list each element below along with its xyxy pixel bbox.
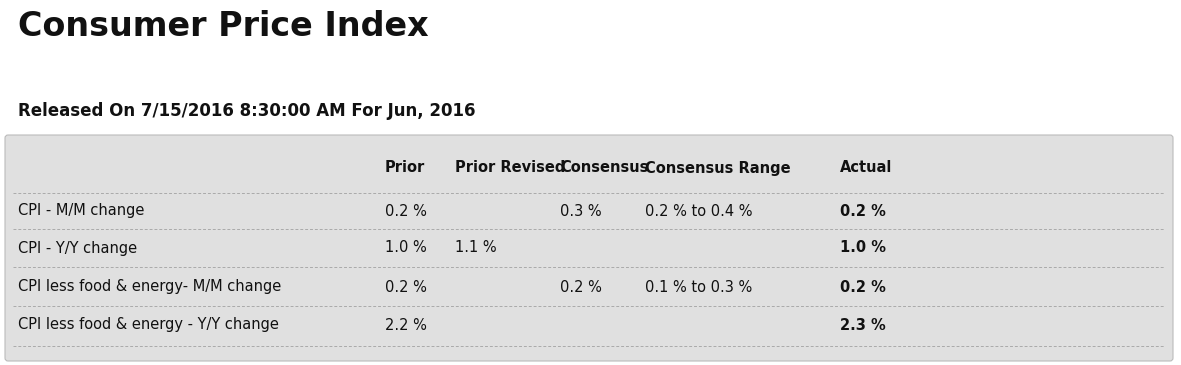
Text: 2.2 %: 2.2 % xyxy=(385,318,426,333)
Text: 2.3 %: 2.3 % xyxy=(840,318,886,333)
Text: Released On 7/15/2016 8:30:00 AM For Jun, 2016: Released On 7/15/2016 8:30:00 AM For Jun… xyxy=(18,102,476,120)
Text: 0.2 %: 0.2 % xyxy=(840,204,886,219)
Text: Actual: Actual xyxy=(840,161,893,176)
Text: Prior: Prior xyxy=(385,161,425,176)
Text: 0.2 %: 0.2 % xyxy=(560,280,602,295)
Text: CPI less food & energy- M/M change: CPI less food & energy- M/M change xyxy=(18,280,281,295)
Text: 0.2 %: 0.2 % xyxy=(385,204,426,219)
Text: 1.0 %: 1.0 % xyxy=(385,241,426,256)
Text: 1.1 %: 1.1 % xyxy=(455,241,497,256)
Text: Consumer Price Index: Consumer Price Index xyxy=(18,10,429,43)
Text: CPI - M/M change: CPI - M/M change xyxy=(18,204,144,219)
Text: CPI less food & energy - Y/Y change: CPI less food & energy - Y/Y change xyxy=(18,318,279,333)
Text: 0.2 %: 0.2 % xyxy=(840,280,886,295)
Text: CPI - Y/Y change: CPI - Y/Y change xyxy=(18,241,137,256)
Text: 0.1 % to 0.3 %: 0.1 % to 0.3 % xyxy=(645,280,752,295)
Text: 0.2 %: 0.2 % xyxy=(385,280,426,295)
Text: 0.2 % to 0.4 %: 0.2 % to 0.4 % xyxy=(645,204,752,219)
Text: Consensus: Consensus xyxy=(560,161,648,176)
Text: 0.3 %: 0.3 % xyxy=(560,204,601,219)
Text: Prior Revised: Prior Revised xyxy=(455,161,566,176)
Text: 1.0 %: 1.0 % xyxy=(840,241,886,256)
Text: Consensus Range: Consensus Range xyxy=(645,161,790,176)
FancyBboxPatch shape xyxy=(5,135,1173,361)
